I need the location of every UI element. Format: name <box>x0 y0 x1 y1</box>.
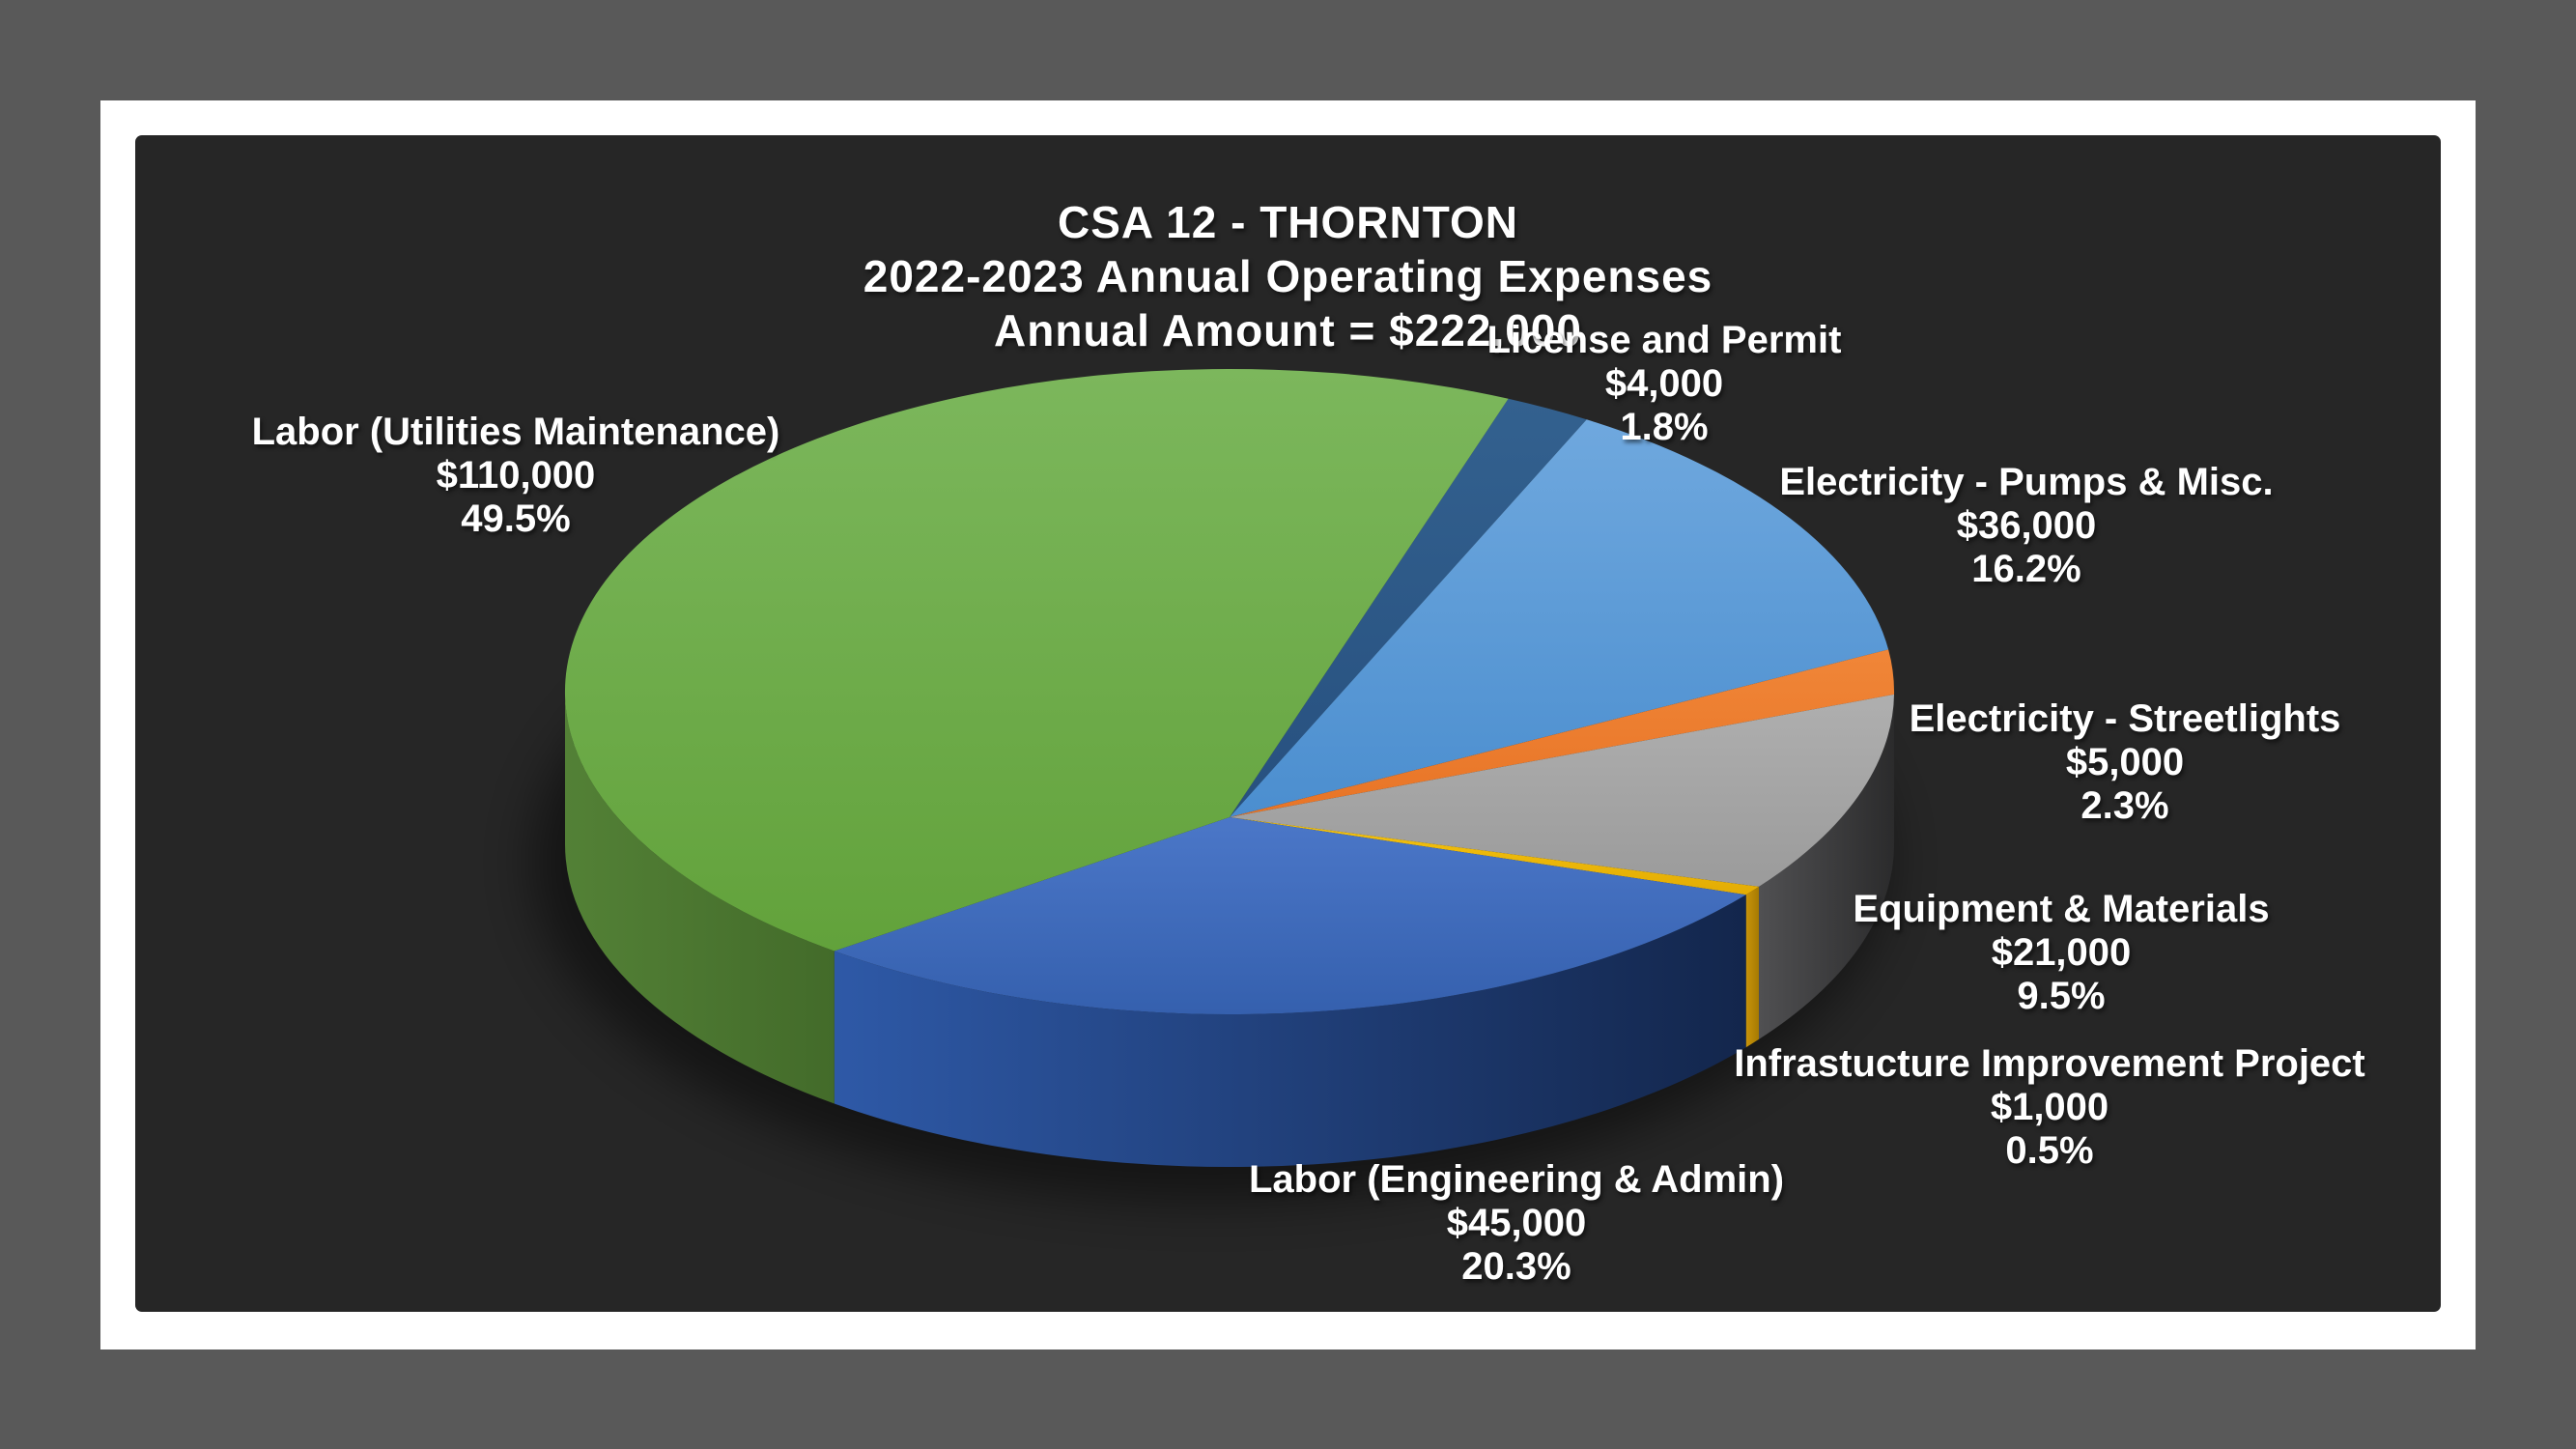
pie-slice-labor_utilities <box>564 368 1509 952</box>
slice-label-name: Equipment & Materials <box>1853 888 2270 930</box>
slice-label-amount: $45,000 <box>1446 1202 1587 1244</box>
chart-title-line1: CSA 12 - THORNTON <box>1057 197 1519 247</box>
slice-label-electricity_pumps: Electricity - Pumps & Misc. $36,000 16.2% <box>1779 461 2273 591</box>
pie-slice-infrastructure_project-side <box>1745 886 1759 1048</box>
slice-label-amount: $21,000 <box>1991 931 2132 974</box>
chart-title: CSA 12 - THORNTON 2022-2023 Annual Opera… <box>135 195 2441 357</box>
pie-slice-license_permit <box>1230 398 1587 817</box>
slice-label-equipment_materials: Equipment & Materials $21,000 9.5% <box>1853 888 2269 1018</box>
chart-title-line3: Annual Amount = $222,000 <box>994 305 1582 355</box>
slice-label-percent: 2.3% <box>2081 784 2169 827</box>
slice-label-electricity_streetlights: Electricity - Streetlights $5,000 2.3% <box>1910 697 2341 828</box>
pie-slice-labor_utilities-side <box>565 692 835 1104</box>
slice-label-amount: $110,000 <box>436 454 596 497</box>
slice-label-name: Infrastucture Improvement Project <box>1734 1042 2365 1085</box>
slice-label-percent: 20.3% <box>1461 1245 1571 1288</box>
pie-slice-equipment_materials <box>1230 694 1894 887</box>
slice-label-name: License and Permit <box>1486 319 1842 361</box>
chart-title-line2: 2022-2023 Annual Operating Expenses <box>863 251 1713 301</box>
slice-label-percent: 49.5% <box>461 497 571 540</box>
slice-label-name: Electricity - Pumps & Misc. <box>1779 461 2274 503</box>
slice-label-license_permit: License and Permit $4,000 1.8% <box>1487 319 1842 449</box>
slice-label-infrastructure_project: Infrastucture Improvement Project $1,000 0… <box>1734 1042 2365 1173</box>
slice-label-percent: 1.8% <box>1620 406 1709 448</box>
pie-slice-electricity_pumps <box>1230 419 1889 817</box>
slice-label-name: Labor (Engineering & Admin) <box>1248 1158 1785 1201</box>
slice-label-labor_utilities: Labor (Utilities Maintenance) $110,000 49.… <box>252 411 780 541</box>
pie-slice-infrastructure_project <box>1230 817 1759 895</box>
slice-label-amount: $4,000 <box>1604 362 1724 405</box>
slice-label-amount: $1,000 <box>1990 1086 2109 1128</box>
pie-slice-equipment_materials-side <box>1759 694 1894 1039</box>
slice-label-name: Electricity - Streetlights <box>1909 697 2341 740</box>
slice-label-amount: $5,000 <box>2065 741 2185 783</box>
pie-slice-labor_engineering <box>834 817 1746 1015</box>
slice-label-amount: $36,000 <box>1956 504 2097 547</box>
pie-slice-labor_engineering-side <box>834 895 1746 1168</box>
slice-label-labor_engineering: Labor (Engineering & Admin) $45,000 20.3% <box>1249 1158 1784 1289</box>
pie-slice-electricity_streetlights <box>1230 649 1895 817</box>
slice-label-percent: 16.2% <box>1971 548 2081 590</box>
slice-label-percent: 9.5% <box>2017 975 2106 1017</box>
slice-label-percent: 0.5% <box>2005 1129 2094 1172</box>
slice-label-name: Labor (Utilities Maintenance) <box>251 411 780 453</box>
